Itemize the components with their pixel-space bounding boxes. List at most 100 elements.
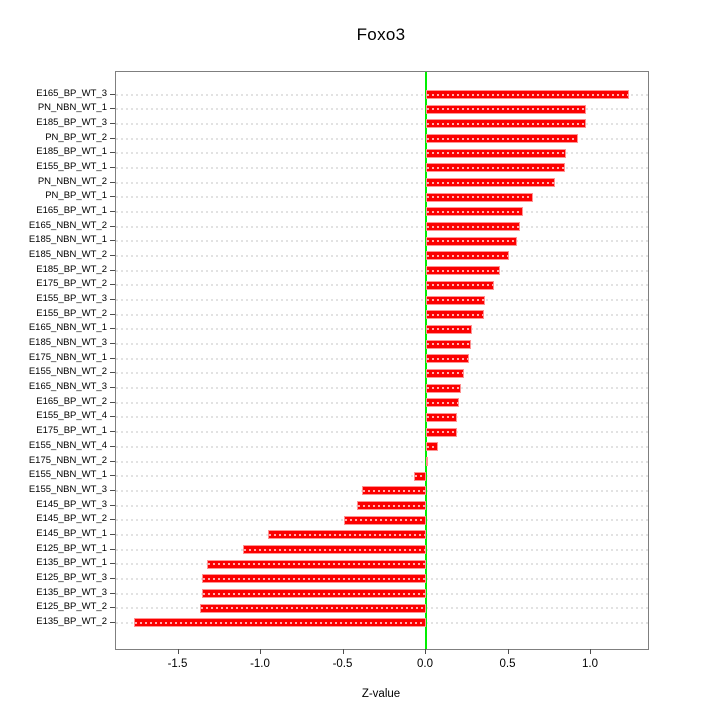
y-axis-label: PN_NBN_WT_2 xyxy=(37,175,107,187)
bar xyxy=(267,530,426,540)
bar-dash-pattern xyxy=(134,621,425,624)
bar-dash-pattern xyxy=(268,533,425,536)
grid-line xyxy=(116,313,648,316)
grid-line xyxy=(116,210,648,213)
bar xyxy=(426,163,565,173)
y-axis-tick xyxy=(110,519,115,521)
y-axis-label: E145_BP_WT_2 xyxy=(36,513,107,525)
bar-dash-pattern xyxy=(427,401,458,404)
bar-dash-pattern xyxy=(202,592,425,595)
y-axis-tick xyxy=(110,416,115,418)
y-axis-tick xyxy=(110,328,115,330)
bar-dash-pattern xyxy=(427,225,520,228)
bar-dash-pattern xyxy=(427,240,516,243)
y-axis-label: E165_BP_WT_1 xyxy=(36,204,107,216)
bar xyxy=(426,134,578,144)
bar-dash-pattern xyxy=(427,343,470,346)
y-axis-tick xyxy=(110,431,115,433)
x-axis-tick-label: 0.0 xyxy=(417,658,433,670)
y-axis-label: E125_BP_WT_3 xyxy=(36,571,107,583)
bar-dash-pattern xyxy=(427,166,564,169)
y-axis-label: E165_BP_WT_3 xyxy=(36,87,107,99)
x-axis-tick xyxy=(177,649,179,654)
y-axis-label: E155_BP_WT_2 xyxy=(36,307,107,319)
grid-line xyxy=(116,152,648,155)
y-axis-label: E145_BP_WT_3 xyxy=(36,498,107,510)
y-axis-label: E185_NBN_WT_1 xyxy=(28,234,107,246)
bar-dash-pattern xyxy=(427,328,472,331)
bar xyxy=(426,295,486,305)
bar-dash-pattern xyxy=(427,254,508,257)
bar xyxy=(426,266,501,276)
y-axis-label: E185_NBN_WT_2 xyxy=(28,248,107,260)
grid-line xyxy=(116,225,648,228)
bar xyxy=(426,427,458,437)
y-axis-label: E135_BP_WT_1 xyxy=(36,557,107,569)
chart-title: Foxo3 xyxy=(356,25,406,44)
bar-dash-pattern xyxy=(427,152,566,155)
x-axis-title: Z-value xyxy=(361,688,401,700)
bar xyxy=(426,457,428,466)
y-axis-tick xyxy=(110,137,115,139)
y-axis-label: E185_BP_WT_1 xyxy=(36,146,107,158)
y-axis-label: E165_NBN_WT_3 xyxy=(28,381,107,393)
y-axis-label: PN_BP_WT_1 xyxy=(45,190,107,202)
bar xyxy=(361,486,426,496)
bar-dash-pattern xyxy=(427,181,554,184)
y-axis-tick xyxy=(110,284,115,286)
x-axis-tick-label: 0.5 xyxy=(499,658,516,670)
y-axis-tick xyxy=(110,533,115,535)
y-axis-tick xyxy=(110,166,115,168)
bar xyxy=(426,178,555,188)
bar xyxy=(199,603,426,613)
bar-dash-pattern xyxy=(427,108,586,111)
y-axis-label: E185_BP_WT_3 xyxy=(36,116,107,128)
y-axis-tick xyxy=(110,357,115,359)
bar xyxy=(242,545,426,555)
y-axis-tick xyxy=(110,563,115,565)
y-axis-tick xyxy=(110,240,115,242)
y-axis-label: E175_BP_WT_2 xyxy=(36,278,107,290)
bar-dash-pattern xyxy=(427,284,493,287)
grid-line xyxy=(116,416,648,419)
bar xyxy=(426,192,534,202)
y-axis-label: PN_BP_WT_2 xyxy=(45,131,107,143)
grid-line xyxy=(116,372,648,375)
grid-line xyxy=(116,108,648,111)
bar-dash-pattern xyxy=(415,475,425,478)
grid-line xyxy=(116,166,648,169)
bar-dash-pattern xyxy=(427,93,628,96)
grid-line xyxy=(116,431,648,434)
bar xyxy=(343,515,426,525)
grid-line xyxy=(116,269,648,272)
y-axis-tick xyxy=(110,181,115,183)
y-axis-tick xyxy=(110,108,115,110)
bar xyxy=(133,618,426,628)
grid-line xyxy=(116,401,648,404)
x-axis-tick-label: -1.5 xyxy=(167,658,188,670)
y-axis-tick xyxy=(110,196,115,198)
y-axis-label: E125_BP_WT_2 xyxy=(36,601,107,613)
y-axis-tick xyxy=(110,577,115,579)
grid-line xyxy=(116,240,648,243)
y-axis-tick xyxy=(110,445,115,447)
bar xyxy=(426,354,469,364)
bar xyxy=(426,383,461,393)
bar-dash-pattern xyxy=(427,445,437,448)
grid-line xyxy=(116,357,648,360)
y-axis-label: E155_NBN_WT_4 xyxy=(28,439,107,451)
y-axis-label: E185_NBN_WT_3 xyxy=(28,337,107,349)
x-axis-tick-label: 1.0 xyxy=(582,658,598,670)
x-axis-tick xyxy=(260,649,261,654)
bar xyxy=(426,207,524,217)
bar-dash-pattern xyxy=(207,563,425,566)
y-axis-label: E155_BP_WT_3 xyxy=(36,293,107,305)
y-axis-label: E155_BP_WT_1 xyxy=(36,160,107,172)
bar-dash-pattern xyxy=(427,372,463,375)
bar xyxy=(426,368,464,378)
y-axis-label: E155_NBN_WT_3 xyxy=(28,483,107,495)
bar xyxy=(426,104,587,114)
y-axis-tick xyxy=(110,401,115,403)
bar-dash-pattern xyxy=(344,519,425,522)
bar xyxy=(426,412,458,422)
